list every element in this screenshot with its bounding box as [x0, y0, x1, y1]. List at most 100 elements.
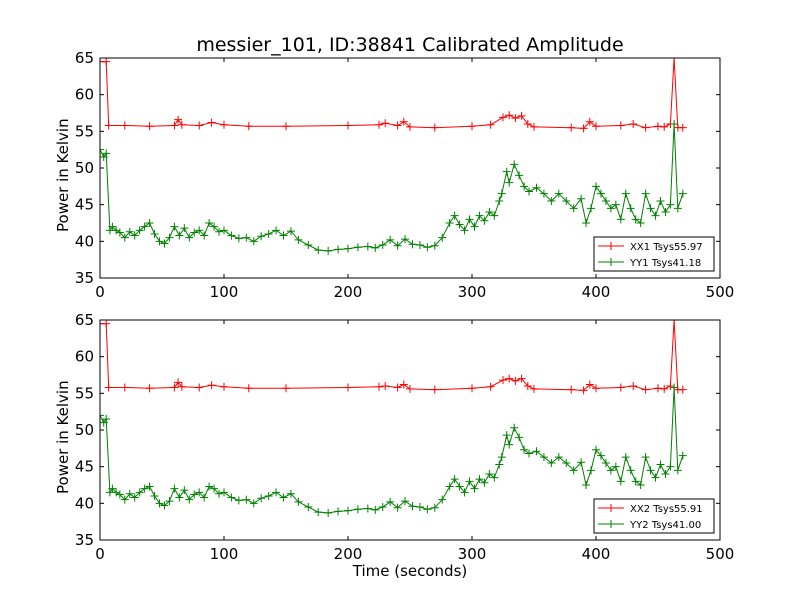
data-point — [465, 477, 474, 486]
data-point — [577, 194, 586, 203]
data-point — [485, 208, 494, 216]
data-point — [475, 475, 484, 484]
data-point — [486, 382, 495, 391]
series-2-2 — [100, 383, 687, 517]
data-point — [174, 115, 183, 124]
data-point — [475, 211, 484, 220]
data-point — [177, 120, 186, 129]
data-point — [678, 123, 687, 132]
data-point — [567, 385, 576, 394]
data-point — [592, 182, 600, 191]
data-point — [515, 433, 524, 442]
data-point — [539, 189, 548, 198]
data-point — [517, 374, 526, 383]
data-point — [621, 453, 630, 462]
data-point — [375, 382, 383, 391]
data-point — [371, 243, 380, 252]
data-point — [150, 230, 159, 238]
data-point — [445, 219, 454, 227]
y-tick-label: 45 — [75, 196, 94, 214]
data-point — [279, 231, 288, 240]
data-point — [611, 462, 620, 471]
data-point — [200, 493, 209, 502]
data-point — [195, 226, 204, 235]
data-point — [363, 242, 372, 251]
data-point — [120, 383, 129, 392]
data-point — [257, 494, 266, 503]
data-point — [592, 445, 600, 454]
data-point — [386, 497, 395, 506]
data-point — [636, 219, 645, 227]
data-point — [654, 384, 662, 393]
series-1-1 — [100, 58, 687, 133]
y-tick-label: 60 — [75, 348, 94, 366]
data-point — [115, 228, 124, 237]
data-point — [616, 477, 625, 486]
x-tick-label: 100 — [210, 545, 239, 563]
data-point — [651, 473, 660, 482]
data-point — [505, 178, 514, 187]
x-tick-label: 100 — [210, 283, 239, 301]
data-point — [200, 231, 209, 240]
y-tick-label: 40 — [75, 232, 94, 250]
x-axis-label: Time (seconds) — [352, 562, 468, 580]
data-point — [547, 197, 556, 205]
data-point — [227, 493, 236, 502]
data-point — [616, 383, 625, 392]
data-point — [606, 204, 615, 213]
data-point — [155, 237, 164, 246]
data-point — [174, 378, 183, 387]
legend-2: XX2 Tsys55.91 YY2 Tsys41.00 — [593, 498, 715, 534]
data-point — [505, 374, 514, 383]
y-tick-label: 65 — [75, 49, 94, 67]
data-point — [660, 384, 669, 393]
data-point — [562, 197, 571, 205]
data-point — [661, 208, 670, 216]
data-point — [423, 243, 432, 252]
x-tick-label: 500 — [706, 545, 735, 563]
data-point — [408, 240, 417, 249]
data-point — [666, 462, 675, 471]
data-point — [190, 490, 199, 499]
data-point — [641, 453, 650, 462]
data-point — [468, 384, 476, 393]
data-point — [175, 493, 184, 502]
data-point — [499, 113, 507, 122]
data-point — [393, 503, 402, 512]
data-point — [495, 460, 504, 469]
data-point — [104, 121, 113, 130]
data-point — [485, 470, 494, 478]
data-point — [324, 508, 333, 517]
data-point — [592, 122, 600, 131]
data-point — [505, 111, 514, 120]
data-point — [510, 423, 519, 432]
data-point — [678, 451, 687, 460]
data-point — [517, 111, 526, 120]
data-point — [673, 204, 682, 213]
data-point — [102, 415, 111, 423]
data-point — [165, 497, 174, 506]
data-point — [539, 453, 548, 462]
data-point — [423, 505, 432, 514]
data-point — [115, 490, 124, 499]
y-tick-label: 40 — [75, 494, 94, 512]
data-point — [102, 320, 111, 328]
data-point — [438, 495, 447, 504]
data-point — [523, 120, 532, 128]
data-point — [205, 219, 214, 227]
data-point — [249, 499, 258, 508]
data-point — [654, 122, 662, 131]
data-point — [532, 447, 541, 456]
data-point — [120, 495, 129, 504]
data-point — [393, 383, 402, 392]
data-point — [102, 58, 111, 66]
data-point — [585, 117, 594, 126]
data-point — [140, 222, 149, 231]
data-point — [215, 489, 224, 498]
data-point — [445, 482, 454, 491]
data-point — [180, 224, 189, 233]
x-tick-label: 400 — [582, 283, 611, 301]
plot-panel-2: 0 100 200 300 400 500 35 40 45 50 55 60 65 XX2 Tsys55… — [75, 311, 734, 563]
data-point — [120, 121, 129, 130]
data-point — [170, 222, 179, 231]
